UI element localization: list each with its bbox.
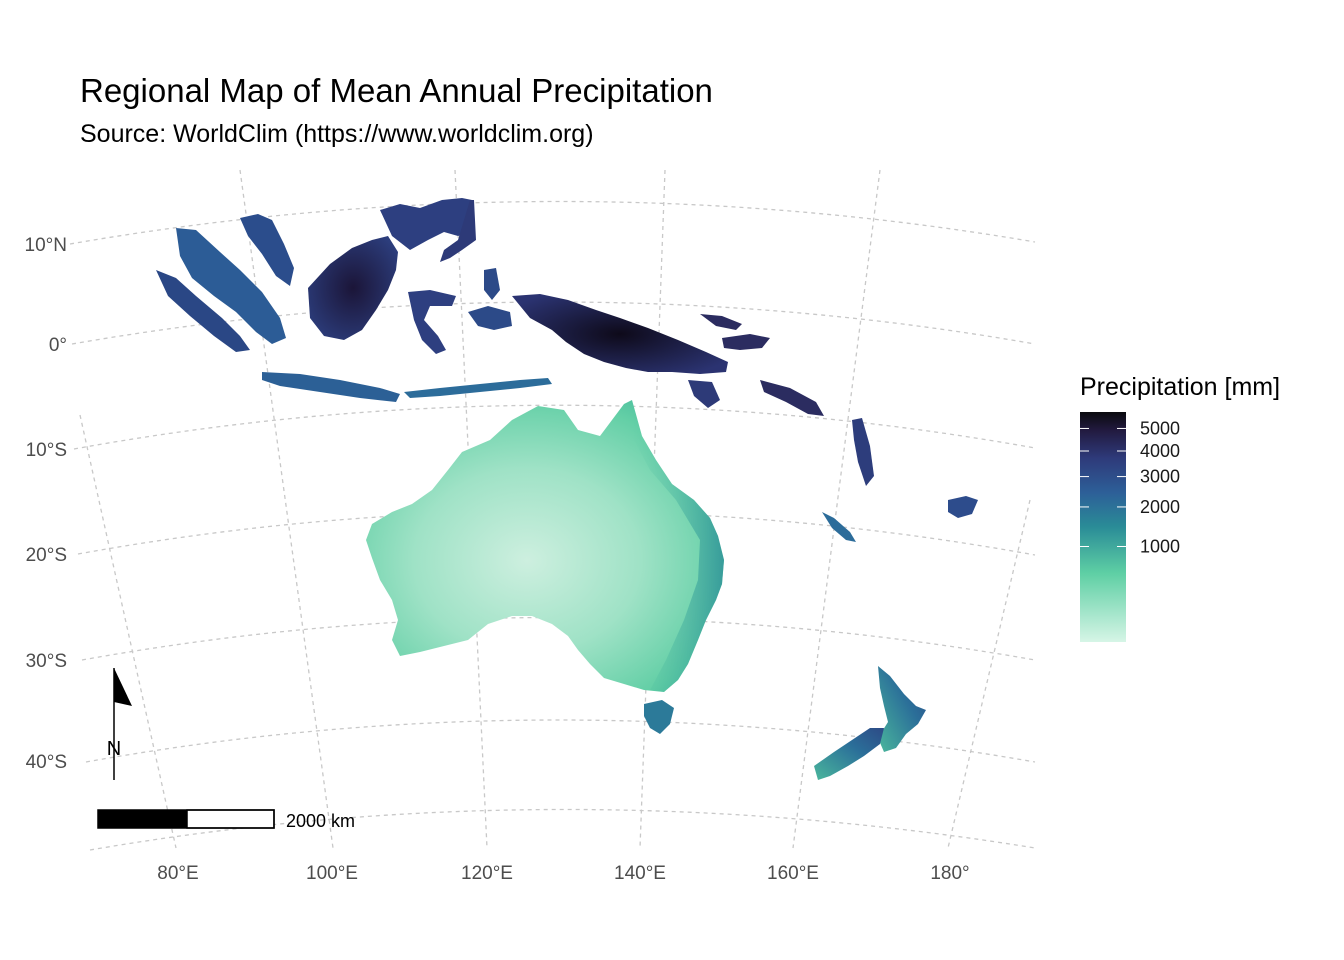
graticule-lat-0 (71, 301, 1036, 345)
graticule-lat-10s (73, 404, 1036, 450)
lon-label-100e: 100°E (306, 863, 358, 884)
precipitation-legend: Precipitation [mm] 5000 4000 3000 2000 1000 (1080, 373, 1280, 642)
maluku-north (484, 268, 500, 300)
north-arrow-head (114, 668, 132, 706)
malay-peninsula (240, 214, 294, 286)
north-arrow: N (107, 668, 132, 780)
new-ireland (700, 314, 742, 330)
map-subtitle: Source: WorldClim (https://www.worldclim… (80, 120, 594, 148)
graticule-lat-50s (89, 808, 1036, 851)
borneo (308, 236, 398, 340)
lat-label-10n: 10°N (25, 235, 67, 256)
australia (366, 400, 724, 692)
legend-title: Precipitation [mm] (1080, 373, 1280, 401)
new-guinea (512, 294, 728, 374)
legend-break-label: 5000 (1140, 418, 1180, 438)
lat-label-30s: 30°S (26, 651, 67, 672)
graticule-lon-160e (792, 169, 881, 849)
lat-label-40s: 40°S (26, 752, 67, 773)
lon-label-120e: 120°E (461, 863, 513, 884)
new-zealand-north-island (878, 666, 926, 752)
legend-break-label: 2000 (1140, 497, 1180, 517)
lesser-sunda (404, 378, 552, 398)
sumatra (176, 228, 286, 344)
legend-colorbar (1080, 412, 1126, 642)
graticule-lon-180 (947, 499, 1031, 849)
legend-ticks: 5000 4000 3000 2000 1000 (1080, 418, 1180, 556)
scale-bar-label: 2000 km (286, 811, 355, 831)
lon-label-140e: 140°E (614, 863, 666, 884)
sulawesi (408, 290, 456, 354)
graticule-lon-80e (79, 414, 177, 849)
scale-bar-outline (97, 809, 275, 829)
lat-label-10s: 10°S (26, 440, 67, 461)
map-title: Regional Map of Mean Annual Precipitatio… (80, 72, 713, 109)
maluku (468, 306, 512, 330)
scale-bar-white-segment (186, 809, 275, 829)
philippines-south (440, 200, 476, 262)
new-guinea-tail (688, 380, 720, 408)
land-masses (156, 198, 978, 780)
tasmania (644, 700, 674, 734)
lon-label-80e: 80°E (157, 863, 198, 884)
graticule-lat-10n (69, 200, 1036, 245)
latitude-labels: 10°N 0° 10°S 20°S 30°S 40°S (25, 235, 67, 773)
fiji (948, 496, 978, 518)
legend-break-label: 1000 (1140, 536, 1180, 556)
new-britain (722, 334, 770, 350)
sumatra-north (156, 270, 250, 352)
java (262, 372, 400, 402)
longitude-labels: 80°E 100°E 120°E 140°E 160°E 180° (157, 863, 969, 884)
philippines (380, 198, 472, 250)
new-caledonia (822, 512, 856, 542)
graticule-lon-100e (239, 169, 334, 849)
legend-break-label: 3000 (1140, 467, 1180, 487)
australia-east-coast (632, 400, 724, 692)
scale-bar: 2000 km (97, 809, 355, 831)
new-zealand-south-island (814, 728, 884, 780)
legend-break-label: 4000 (1140, 441, 1180, 461)
lon-label-180: 180° (930, 863, 969, 884)
graticule-lat-30s (81, 616, 1036, 661)
lat-label-0: 0° (49, 335, 67, 356)
vanuatu (852, 418, 874, 486)
scale-bar-black-segment (98, 810, 187, 828)
solomon-islands (760, 380, 824, 416)
graticule-lat-40s (85, 719, 1036, 763)
lon-label-160e: 160°E (767, 863, 819, 884)
north-arrow-label: N (107, 738, 121, 760)
lat-label-20s: 20°S (26, 545, 67, 566)
